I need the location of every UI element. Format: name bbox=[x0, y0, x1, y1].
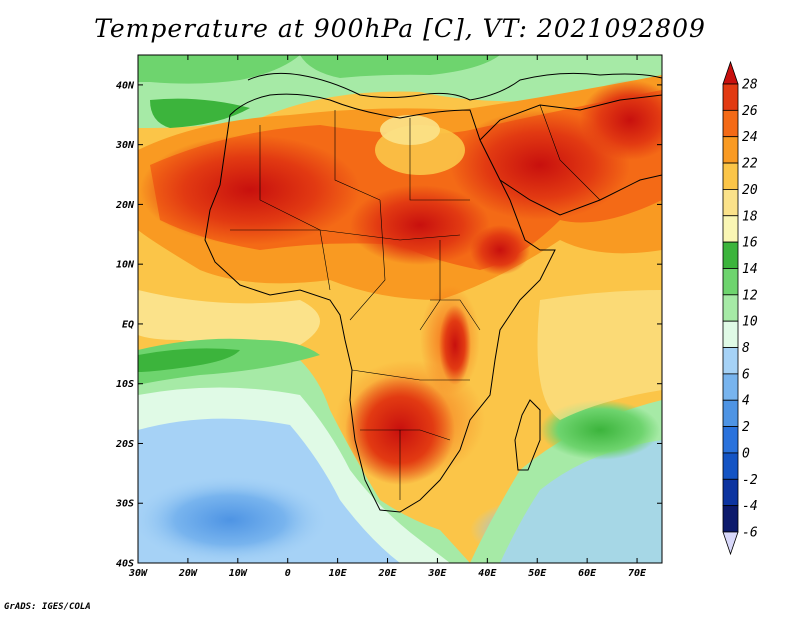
colorbar-box bbox=[722, 478, 739, 507]
y-tick-label: 10S bbox=[116, 379, 134, 390]
colorbar-label: 14 bbox=[742, 262, 758, 277]
x-tick-label: 10E bbox=[329, 568, 348, 579]
y-tick-label: 30S bbox=[115, 499, 134, 510]
colorbar-box bbox=[722, 83, 739, 111]
colorbar-label: 20 bbox=[742, 183, 758, 198]
colorbar-label: 26 bbox=[742, 104, 758, 119]
colorbar-box bbox=[722, 162, 739, 190]
colorbar-label: -6 bbox=[742, 526, 758, 541]
y-tick-label: 30N bbox=[115, 140, 135, 151]
map-title: Temperature at 900hPa [C], VT: 202109280… bbox=[94, 14, 706, 43]
colorbar-box bbox=[722, 109, 739, 138]
colorbar-label: 6 bbox=[742, 367, 750, 382]
colorbar-box bbox=[722, 268, 739, 296]
map-frame bbox=[137, 54, 663, 564]
colorbar-label: 10 bbox=[742, 315, 758, 330]
y-tick-label: 20S bbox=[115, 439, 134, 450]
colorbar-box bbox=[722, 399, 739, 427]
colorbar-box bbox=[722, 505, 739, 533]
colorbar-label: 4 bbox=[742, 394, 750, 409]
y-tick-label: EQ bbox=[122, 319, 134, 330]
colorbar-box bbox=[722, 136, 739, 164]
x-tick-label: 50E bbox=[528, 568, 547, 579]
axis-ticks bbox=[137, 55, 662, 564]
country-borders bbox=[230, 104, 601, 500]
x-tick-label: 20W bbox=[178, 568, 198, 579]
colorbar-label: 0 bbox=[742, 446, 750, 461]
x-tick-label: 10W bbox=[229, 568, 248, 579]
y-tick-label: 40S bbox=[116, 559, 134, 570]
colorbar-label: 24 bbox=[742, 130, 758, 145]
colorbar-label: 28 bbox=[742, 78, 758, 93]
x-tick-label: 20E bbox=[377, 568, 397, 579]
colorbar-box bbox=[722, 241, 739, 269]
colorbar-box bbox=[722, 347, 739, 375]
colorbar-label: -2 bbox=[742, 473, 758, 488]
colorbar-box bbox=[722, 294, 739, 322]
colorbar-label: 16 bbox=[742, 236, 758, 251]
y-tick-label: 40N bbox=[116, 80, 135, 91]
x-tick-label: 30E bbox=[427, 568, 447, 579]
y-tick-label: 20N bbox=[115, 200, 135, 211]
colorbar-box bbox=[722, 320, 739, 348]
colorbar-label: 22 bbox=[742, 157, 758, 172]
x-tick-label: 60E bbox=[578, 568, 597, 579]
colorbar-label: 2 bbox=[742, 420, 750, 435]
axis-labels: 30W 20W 10W 0 10E 20E 30E 40E 50E 60E 70E 40N 30N 20N… bbox=[115, 80, 647, 579]
colorbar-label: 8 bbox=[742, 341, 750, 356]
x-tick-label: 30W bbox=[128, 568, 148, 579]
colorbar-label: 18 bbox=[742, 209, 758, 224]
colorbar-box bbox=[722, 426, 739, 454]
colorbar-box bbox=[722, 373, 739, 401]
colorbar-label: 12 bbox=[742, 288, 758, 303]
x-tick-label: 40E bbox=[478, 568, 497, 579]
coastlines bbox=[204, 72, 662, 513]
y-tick-label: 10N bbox=[116, 260, 135, 271]
temperature-field bbox=[138, 55, 662, 563]
colorbar-top-arrow bbox=[722, 60, 739, 85]
colorbar-box bbox=[722, 189, 739, 217]
grads-credit: GrADS: IGES/COLA bbox=[4, 602, 91, 612]
colorbar-box bbox=[722, 452, 739, 480]
x-tick-label: 70E bbox=[628, 568, 647, 579]
colorbar-label: -4 bbox=[742, 499, 758, 514]
colorbar-bottom-arrow bbox=[722, 531, 739, 556]
colorbar-box bbox=[722, 215, 739, 243]
x-tick-label: 0 bbox=[285, 568, 291, 579]
